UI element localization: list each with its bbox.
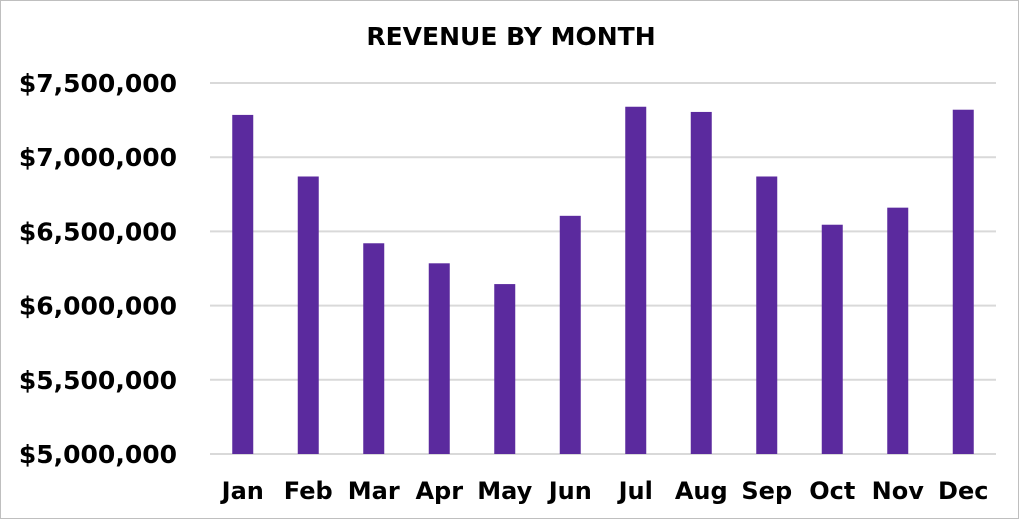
x-tick-label: Apr (415, 477, 463, 505)
y-tick-label: $6,000,000 (19, 292, 177, 321)
bar-mar (363, 243, 385, 454)
x-tick-label: Sep (741, 477, 792, 505)
y-tick-label: $6,500,000 (19, 217, 177, 246)
x-tick-label: Oct (809, 477, 855, 505)
bars (232, 106, 974, 455)
gridlines (210, 82, 996, 455)
x-tick-label: Jul (617, 477, 653, 505)
x-tick-label: Feb (284, 477, 333, 505)
bar-oct (821, 224, 843, 454)
y-tick-label: $7,000,000 (19, 143, 177, 172)
bar-jul (625, 106, 647, 454)
bar-may (494, 284, 516, 454)
bar-dec (952, 109, 974, 454)
x-tick-label: May (477, 477, 532, 505)
x-tick-label: Jun (547, 477, 592, 505)
y-tick-label: $5,500,000 (19, 366, 177, 395)
bar-sep (756, 176, 778, 454)
x-tick-label: Dec (938, 477, 988, 505)
x-tick-label: Jan (220, 477, 264, 505)
x-tick-label: Nov (872, 477, 925, 505)
bar-apr (428, 263, 450, 454)
y-tick-label: $7,500,000 (19, 69, 177, 98)
y-axis-tick-labels: $5,000,000 $5,500,000 $6,000,000 $6,500,000… (19, 69, 177, 469)
x-axis-tick-labels: Jan Feb Mar Apr May Jun Jul Aug Sep Oct Nov Dec (220, 477, 989, 505)
chart-title: REVENUE BY MONTH (366, 22, 655, 51)
bar-jan (232, 114, 254, 454)
bar-aug (690, 111, 712, 455)
bar-feb (297, 176, 319, 454)
bar-jun (559, 215, 581, 454)
x-tick-label: Aug (675, 477, 728, 505)
y-tick-label: $5,000,000 (19, 440, 177, 469)
bar-nov (887, 207, 909, 454)
x-tick-label: Mar (348, 477, 400, 505)
